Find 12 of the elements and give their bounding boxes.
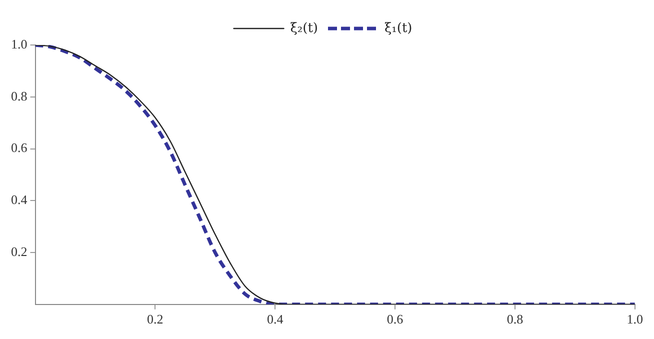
x-tick-label: 1.0 <box>626 312 643 327</box>
y-tick-label: 1.0 <box>11 36 28 52</box>
y-tick-label: 0.2 <box>11 244 28 259</box>
x-tick-label: 0.6 <box>386 312 404 327</box>
x-tick-label: 0.4 <box>266 312 284 327</box>
legend-label: ξ₁(t) <box>384 20 412 36</box>
x-tick-label: 0.2 <box>147 312 164 327</box>
legend-label: ξ₂(t) <box>290 20 318 36</box>
y-tick-label: 0.8 <box>11 88 28 104</box>
x-tick-label: 0.8 <box>506 312 524 327</box>
y-tick-label: 0.4 <box>11 192 28 208</box>
y-tick-label: 0.6 <box>11 140 28 156</box>
